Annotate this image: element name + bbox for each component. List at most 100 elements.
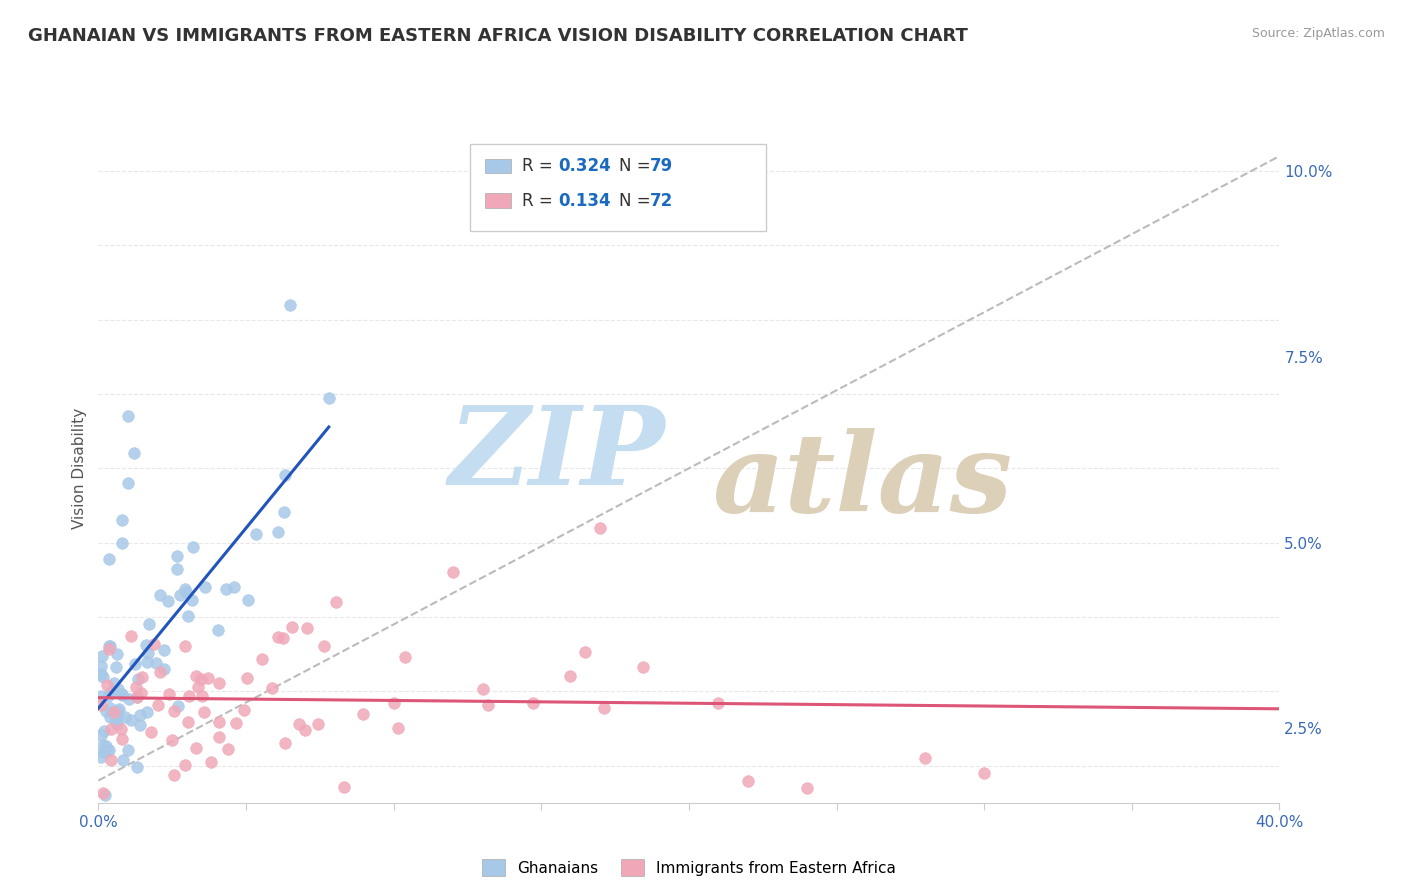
Point: [103, 675, 125, 690]
Point: [631, 660, 654, 674]
Point: [117, 743, 139, 757]
Point: [796, 780, 818, 795]
Point: [111, 753, 134, 767]
Text: 0.134: 0.134: [558, 192, 610, 210]
Point: [200, 755, 222, 769]
Text: 79: 79: [650, 157, 673, 175]
Point: [142, 637, 165, 651]
Point: [191, 690, 214, 704]
Point: [522, 696, 544, 710]
Point: [145, 656, 167, 670]
Point: [262, 681, 284, 696]
Point: [574, 645, 596, 659]
Point: [96, 739, 118, 754]
Point: [177, 608, 200, 623]
Point: [111, 731, 134, 746]
Point: [100, 723, 122, 737]
Point: [169, 588, 191, 602]
Point: [267, 630, 290, 644]
Point: [333, 780, 356, 795]
Point: [245, 527, 267, 541]
Point: [105, 647, 128, 661]
Point: [278, 298, 302, 312]
Point: [472, 682, 495, 697]
Text: R =: R =: [523, 157, 558, 175]
Point: [90, 659, 112, 673]
Point: [96, 678, 118, 692]
Point: [117, 409, 139, 424]
Point: [153, 643, 176, 657]
Point: [177, 689, 200, 703]
Point: [107, 681, 129, 696]
Point: [127, 760, 149, 774]
Point: [93, 738, 115, 752]
Point: [208, 714, 231, 729]
Point: [98, 639, 121, 653]
Point: [122, 446, 145, 460]
Point: [103, 705, 125, 719]
Point: [90, 690, 112, 704]
Point: [707, 696, 730, 710]
Point: [100, 753, 122, 767]
Point: [90, 667, 112, 681]
Point: [173, 582, 195, 596]
Point: [91, 670, 114, 684]
Point: [207, 676, 229, 690]
Point: [107, 710, 129, 724]
Point: [94, 789, 117, 803]
Point: [111, 688, 134, 702]
Point: [98, 743, 121, 757]
Point: [273, 504, 295, 518]
Point: [225, 715, 247, 730]
Point: [193, 705, 215, 719]
Point: [98, 700, 121, 714]
Point: [90, 728, 112, 742]
Point: [127, 672, 149, 686]
Point: [131, 670, 153, 684]
Point: [91, 745, 114, 759]
Text: atlas: atlas: [713, 428, 1012, 535]
Point: [186, 740, 208, 755]
Point: [163, 704, 186, 718]
Text: GHANAIAN VS IMMIGRANTS FROM EASTERN AFRICA VISION DISABILITY CORRELATION CHART: GHANAIAN VS IMMIGRANTS FROM EASTERN AFRI…: [28, 27, 967, 45]
Point: [107, 704, 129, 718]
Legend: Ghanaians, Immigrants from Eastern Africa: Ghanaians, Immigrants from Eastern Afric…: [475, 854, 903, 882]
Point: [312, 639, 335, 653]
Point: [135, 638, 157, 652]
Point: [589, 521, 612, 535]
Point: [156, 594, 179, 608]
Text: N =: N =: [619, 192, 657, 210]
Point: [117, 476, 139, 491]
Point: [129, 708, 152, 723]
Point: [98, 642, 121, 657]
Point: [208, 730, 231, 744]
Point: [100, 684, 122, 698]
Point: [90, 698, 112, 713]
Point: [387, 721, 409, 735]
Point: [174, 584, 197, 599]
Point: [90, 750, 112, 764]
Point: [184, 669, 207, 683]
Point: [96, 744, 118, 758]
Point: [111, 687, 134, 701]
Point: [162, 767, 184, 781]
Point: [294, 723, 316, 737]
Point: [215, 582, 238, 597]
Point: [266, 524, 288, 539]
Point: [120, 628, 142, 642]
Text: Source: ZipAtlas.com: Source: ZipAtlas.com: [1251, 27, 1385, 40]
Point: [194, 580, 217, 594]
Point: [127, 690, 149, 704]
Point: [91, 786, 114, 800]
Point: [181, 592, 204, 607]
Point: [124, 657, 146, 672]
Point: [111, 535, 134, 549]
Point: [183, 540, 205, 554]
Point: [737, 773, 759, 788]
Point: [197, 672, 219, 686]
Point: [136, 705, 159, 719]
FancyBboxPatch shape: [485, 194, 510, 208]
Point: [96, 704, 118, 718]
Text: R =: R =: [523, 192, 558, 210]
Point: [441, 566, 464, 580]
